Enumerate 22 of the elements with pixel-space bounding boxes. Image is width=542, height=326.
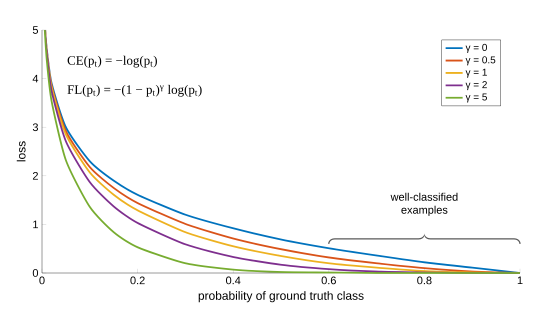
x-tick-label: 0 [39, 276, 45, 284]
x-tick-label: 1 [518, 276, 523, 284]
x-tick-label: 0.2 [130, 276, 145, 284]
y-tick-label: 5 [32, 26, 38, 34]
legend-label: γ = 0.5 [466, 56, 496, 66]
y-tick-label: 3 [32, 123, 38, 132]
x-axis-title: probability of ground truth class [198, 291, 364, 302]
x-tick-label: 0.6 [322, 276, 336, 284]
x-tick-label: 0.8 [417, 276, 432, 284]
x-tick-label: 0.4 [226, 276, 240, 284]
y-tick-label: 4 [32, 74, 38, 82]
annotation: well-classified examples [390, 192, 458, 216]
legend-label: γ = 0 [466, 44, 488, 53]
legend-label: γ = 1 [466, 68, 487, 78]
legend-label: γ = 2 [466, 81, 487, 90]
y-tick-label: 1 [33, 220, 38, 228]
legend-label: γ = 5 [466, 94, 487, 102]
y-tick-label: 2 [32, 172, 38, 180]
y-axis-title: loss [16, 141, 26, 162]
y-tick-label: 0 [32, 269, 38, 277]
text: FL(p$_{t}$) = −(1 − p$_{t}$)$^{γ}$ log(p$_{t}$) [67, 84, 202, 97]
annotation: CE(p$_{t}$) = −log(p$_{t}$) [68, 56, 157, 68]
